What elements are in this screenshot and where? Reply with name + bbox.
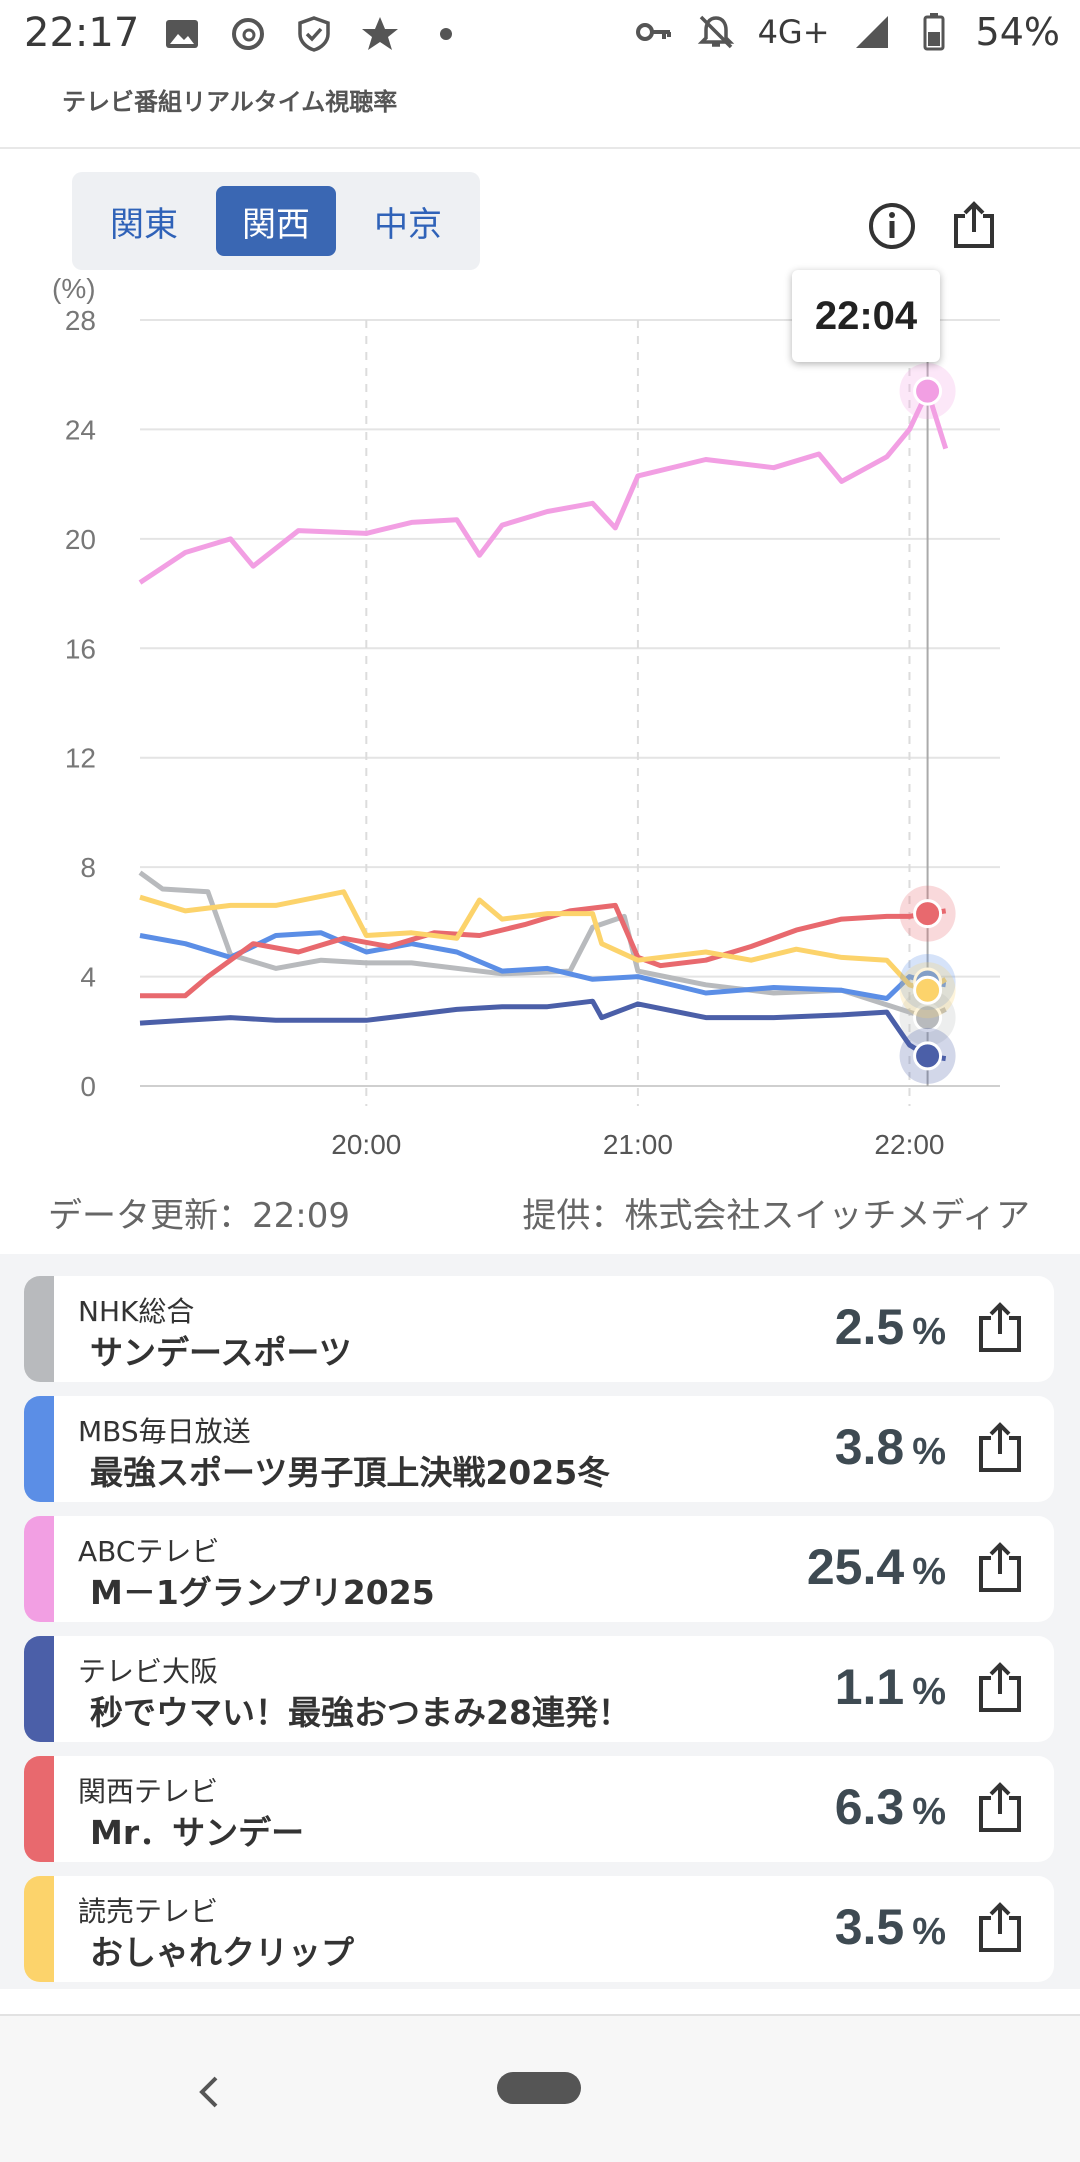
- chart-time-tooltip: 22:04: [792, 270, 940, 362]
- status-left-icons: [162, 14, 466, 54]
- bell-off-icon: [697, 15, 734, 49]
- rating-line-chart: 0 4 8 12 16 20 24 28(%) 20:00 21:00 22:00: [52, 273, 1000, 1160]
- threads-icon: [232, 18, 264, 50]
- rating-value: 6.3%: [834, 1779, 946, 1835]
- network-label: 4G+: [757, 13, 830, 51]
- series-line-2: [139, 930, 947, 1001]
- x-tick-label: 21:00: [603, 1129, 673, 1160]
- station-name: 読売テレビ: [78, 1895, 219, 1928]
- program-title: M－1グランプリ2025: [90, 1573, 435, 1612]
- share-icon[interactable]: [974, 1300, 1026, 1356]
- station-name: NHK総合: [78, 1295, 195, 1328]
- shield-check-icon: [298, 16, 330, 52]
- y-tick-label: 20: [65, 524, 96, 555]
- rating-value: 25.4%: [806, 1539, 946, 1595]
- program-title: サンデースポーツ: [90, 1333, 352, 1372]
- tab-chukyo[interactable]: 中京: [348, 186, 468, 256]
- home-pill[interactable]: [497, 2072, 581, 2104]
- program-card-ytv[interactable]: 読売テレビ おしゃれクリップ 3.5%: [24, 1876, 1054, 1982]
- image-icon: [166, 20, 198, 48]
- key-icon: [635, 23, 671, 41]
- y-tick-label: 16: [65, 633, 96, 664]
- y-tick-label: 24: [65, 414, 96, 445]
- y-tick-label: 12: [65, 743, 96, 774]
- program-card-abc[interactable]: ABCテレビ M－1グランプリ2025 25.4%: [24, 1516, 1054, 1622]
- channel-color-bar: [24, 1636, 54, 1742]
- program-title: Mr．サンデー: [90, 1813, 305, 1852]
- channel-color-bar: [24, 1276, 54, 1382]
- series-line-4: [140, 902, 947, 999]
- program-card-ktv[interactable]: 関西テレビ Mr．サンデー 6.3%: [24, 1756, 1054, 1862]
- y-tick-label: 0: [80, 1071, 96, 1102]
- tab-kanto[interactable]: 関東: [84, 186, 204, 256]
- channel-color-bar: [24, 1516, 54, 1622]
- program-title: 秒でウマい！最強おつまみ28連発！: [90, 1693, 631, 1732]
- station-name: MBS毎日放送: [78, 1415, 251, 1448]
- y-tick-label: 8: [80, 852, 96, 883]
- channel-color-bar: [24, 1756, 54, 1862]
- signal-icon: [855, 16, 888, 48]
- rating-value: 3.8%: [834, 1419, 946, 1475]
- program-title: おしゃれクリップ: [90, 1933, 354, 1972]
- star-icon: [362, 17, 398, 50]
- share-icon[interactable]: [974, 1660, 1026, 1716]
- channel-color-bar: [24, 1876, 54, 1982]
- system-nav-bar: [0, 2014, 1080, 2162]
- station-name: テレビ大阪: [78, 1655, 219, 1688]
- rating-value: 3.5%: [834, 1899, 946, 1955]
- series-line-5: [139, 889, 947, 993]
- tab-label: 中京: [374, 204, 442, 245]
- station-name: ABCテレビ: [78, 1535, 220, 1568]
- cursor-point-4: [913, 899, 943, 929]
- app-header: テレビ番組リアルタイム視聴率: [0, 72, 1080, 149]
- station-name: 関西テレビ: [78, 1775, 219, 1808]
- series-line-3: [139, 998, 947, 1062]
- y-axis-unit: (%): [52, 273, 96, 304]
- program-card-nhk[interactable]: NHK総合 サンデースポーツ 2.5%: [24, 1276, 1054, 1382]
- series-line-0: [138, 388, 949, 585]
- x-tick-label: 22:00: [874, 1129, 944, 1160]
- region-tab-group: 関東 関西 中京: [72, 172, 480, 270]
- tab-label: 関西: [242, 204, 310, 245]
- program-card-mbs[interactable]: MBS毎日放送 最強スポーツ男子頂上決戦2025冬 3.8%: [24, 1396, 1054, 1502]
- chart-tools: [866, 200, 1000, 252]
- dot-icon: [440, 28, 452, 40]
- header-subtitle: テレビ番組リアルタイム視聴率: [62, 88, 398, 116]
- program-title: 最強スポーツ男子頂上決戦2025冬: [90, 1453, 611, 1492]
- chart-footer: データ更新：22:09 提供：株式会社スイッチメディア: [0, 1180, 1080, 1236]
- channel-color-bar: [24, 1396, 54, 1502]
- share-icon[interactable]: [974, 1780, 1026, 1836]
- share-icon[interactable]: [974, 1900, 1026, 1956]
- status-bar: 22:17 4G+ 54%: [0, 0, 1080, 72]
- y-tick-label: 4: [80, 962, 96, 993]
- share-icon[interactable]: [974, 1420, 1026, 1476]
- data-updated-label: データ更新：22:09: [48, 1196, 350, 1236]
- back-icon[interactable]: [192, 2072, 226, 2112]
- chart-cursor: [899, 320, 956, 1086]
- share-icon[interactable]: [974, 1540, 1026, 1596]
- battery-icon: [923, 13, 945, 51]
- cursor-point-0: [913, 376, 943, 406]
- tab-kansai[interactable]: 関西: [216, 186, 336, 256]
- data-provider-label: 提供：株式会社スイッチメディア: [522, 1196, 1030, 1236]
- tab-label: 関東: [110, 204, 178, 245]
- cursor-point-5: [913, 975, 943, 1005]
- program-card-tvo[interactable]: テレビ大阪 秒でウマい！最強おつまみ28連発！ 1.1%: [24, 1636, 1054, 1742]
- rating-value: 1.1%: [834, 1659, 946, 1715]
- share-icon[interactable]: [948, 200, 1000, 252]
- cursor-point-3: [913, 1041, 943, 1071]
- status-time: 22:17: [24, 10, 140, 56]
- rating-value: 2.5%: [834, 1299, 946, 1355]
- status-right: 4G+ 54%: [634, 10, 1060, 54]
- battery-percent: 54%: [975, 10, 1060, 54]
- chart-series: [138, 388, 949, 1062]
- y-tick-label: 28: [65, 305, 96, 336]
- program-list: NHK総合 サンデースポーツ 2.5% MBS毎日放送 最強スポーツ男子頂上決戦…: [0, 1254, 1080, 1989]
- chart-grid: 0 4 8 12 16 20 24 28(%) 20:00 21:00 22:00: [52, 273, 1000, 1160]
- info-icon[interactable]: [866, 200, 918, 252]
- x-tick-label: 20:00: [331, 1129, 401, 1160]
